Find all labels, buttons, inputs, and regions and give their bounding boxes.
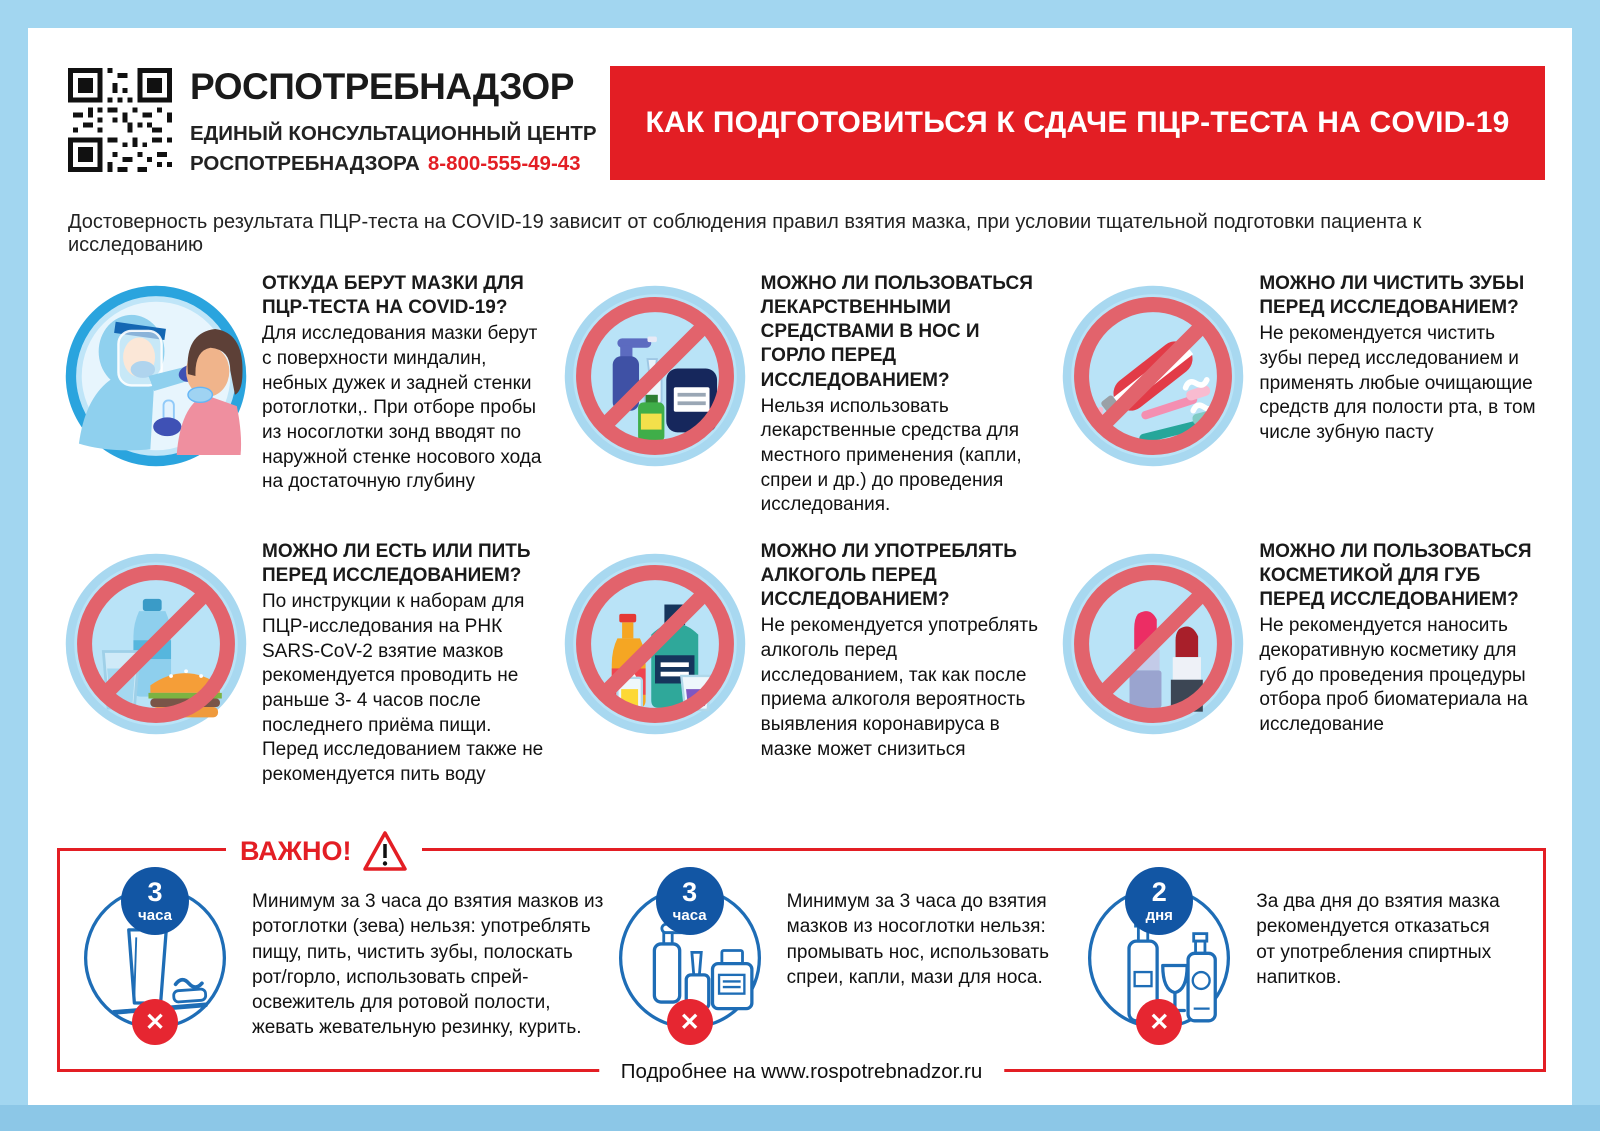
time-badge-unit: дня xyxy=(1145,907,1173,924)
more-info-url: Подробнее на www.rospotrebnadzor.ru xyxy=(598,1060,1005,1084)
important-label: ВАЖНО! xyxy=(226,829,422,873)
section-body: Для исследования мазки берут с поверхнос… xyxy=(262,323,542,493)
section-title: МОЖНО ЛИ ПОЛЬЗОВАТЬСЯ КОСМЕТИКОЙ ДЛЯ ГУБ… xyxy=(1259,541,1532,611)
section-no-alcohol: МОЖНО ЛИ УПОТРЕБЛЯТЬ АЛКОГОЛЬ ПЕРЕД ИССЛ… xyxy=(561,536,1050,788)
section-no-toothbrushing: МОЖНО ЛИ ЧИСТИТЬ ЗУБЫ ПЕРЕД ИССЛЕДОВАНИЕ… xyxy=(1059,268,1548,518)
important-word: ВАЖНО! xyxy=(240,835,352,866)
consultation-center-line2: РОСПОТРЕБНАДЗОРА 8-800-555-49-43 xyxy=(190,152,581,176)
no-oral-intake-icon: 3 часа ✕ xyxy=(80,867,230,1045)
section-text: МОЖНО ЛИ ЕСТЬ ИЛИ ПИТЬ ПЕРЕД ИССЛЕДОВАНИ… xyxy=(262,536,551,788)
section-text: МОЖНО ЛИ ПОЛЬЗОВАТЬСЯ КОСМЕТИКОЙ ДЛЯ ГУБ… xyxy=(1259,536,1548,788)
time-badge-value: 3 xyxy=(682,877,698,907)
important-item-oropharynx: 3 часа ✕ Минимум за 3 часа до взятия маз… xyxy=(80,867,615,1045)
title-banner: КАК ПОДГОТОВИТЬСЯ К СДАЧЕ ПЦР-ТЕСТА НА C… xyxy=(610,66,1545,180)
consultation-center-org: РОСПОТРЕБНАДЗОРА xyxy=(190,152,420,175)
time-badge: 3 часа xyxy=(655,867,724,935)
org-title: РОСПОТРЕБНАДЗОР xyxy=(190,66,574,107)
section-title: МОЖНО ЛИ ЧИСТИТЬ ЗУБЫ ПЕРЕД ИССЛЕДОВАНИЕ… xyxy=(1259,273,1525,319)
section-title: ОТКУДА БЕРУТ МАЗКИ ДЛЯ ПЦР-ТЕСТА НА COVI… xyxy=(262,273,524,319)
time-badge-value: 2 xyxy=(1151,877,1167,907)
important-item-text: За два дня до взятия мазка рекомендуется… xyxy=(1256,891,1500,988)
no-nose-treatment-icon: 3 часа ✕ xyxy=(615,867,765,1045)
section-text: ОТКУДА БЕРУТ МАЗКИ ДЛЯ ПЦР-ТЕСТА НА COVI… xyxy=(262,268,551,518)
prohibited-x-icon: ✕ xyxy=(1136,999,1183,1045)
section-body: Нельзя использовать лекарственные средст… xyxy=(760,395,1022,516)
important-items: 3 часа ✕ Минимум за 3 часа до взятия маз… xyxy=(60,851,1543,1045)
section-text: МОЖНО ЛИ ЧИСТИТЬ ЗУБЫ ПЕРЕД ИССЛЕДОВАНИЕ… xyxy=(1259,268,1548,518)
section-title: МОЖНО ЛИ УПОТРЕБЛЯТЬ АЛКОГОЛЬ ПЕРЕД ИССЛ… xyxy=(760,541,1017,611)
important-item-text: Минимум за 3 часа до взятия мазков из но… xyxy=(786,891,1050,988)
prohibited-x-icon: ✕ xyxy=(666,999,713,1045)
time-badge-unit: часа xyxy=(138,907,172,924)
no-lip-cosmetics-icon xyxy=(1059,550,1247,738)
qr-code xyxy=(68,68,172,172)
intro-text: Достоверность результата ПЦР-теста на CO… xyxy=(68,211,1422,256)
prohibited-x-icon: ✕ xyxy=(132,999,178,1045)
poster-title: КАК ПОДГОТОВИТЬСЯ К СДАЧЕ ПЦР-ТЕСТА НА C… xyxy=(645,106,1510,139)
no-food-drink-icon xyxy=(62,550,250,738)
time-badge-value: 3 xyxy=(147,877,163,907)
poster-card: РОСПОТРЕБНАДЗОР ЕДИНЫЙ КОНСУЛЬТАЦИОННЫЙ … xyxy=(28,28,1572,1105)
important-item-nasopharynx: 3 часа ✕ Минимум за 3 часа до взятия маз… xyxy=(615,867,1085,1045)
section-title: МОЖНО ЛИ ЕСТЬ ИЛИ ПИТЬ ПЕРЕД ИССЛЕДОВАНИ… xyxy=(262,541,531,587)
important-item-text: Минимум за 3 часа до взятия мазков из ро… xyxy=(252,891,604,1039)
section-body: Не рекомендуется употреблять алкоголь пе… xyxy=(760,615,1039,760)
no-nasal-throat-medicines-icon xyxy=(561,282,749,470)
no-toothbrushing-icon xyxy=(1059,282,1247,470)
bottom-blue-strip xyxy=(0,1105,1600,1131)
section-swab-source: ОТКУДА БЕРУТ МАЗКИ ДЛЯ ПЦР-ТЕСТА НА COVI… xyxy=(62,268,551,518)
section-no-lip-cosmetics: МОЖНО ЛИ ПОЛЬЗОВАТЬСЯ КОСМЕТИКОЙ ДЛЯ ГУБ… xyxy=(1059,536,1548,788)
no-alcohol-icon xyxy=(561,550,749,738)
time-badge: 2 дня xyxy=(1125,867,1194,935)
section-body: Не рекомендуется чистить зубы перед иссл… xyxy=(1259,323,1536,443)
sections-grid: ОТКУДА БЕРУТ МАЗКИ ДЛЯ ПЦР-ТЕСТА НА COVI… xyxy=(62,268,1548,788)
swab-collection-icon xyxy=(62,282,250,470)
time-badge: 3 часа xyxy=(121,867,189,935)
section-no-medicines: МОЖНО ЛИ ПОЛЬЗОВАТЬСЯ ЛЕКАРСТВЕННЫМИ СРЕ… xyxy=(561,268,1050,518)
important-item-alcohol: 2 дня ✕ За два дня до взятия мазка реком… xyxy=(1084,867,1518,1045)
section-title: МОЖНО ЛИ ПОЛЬЗОВАТЬСЯ ЛЕКАРСТВЕННЫМИ СРЕ… xyxy=(760,273,1033,391)
section-body: По инструкции к наборам для ПЦР-исследов… xyxy=(262,591,544,786)
important-box: ВАЖНО! xyxy=(57,829,1546,1084)
section-text: МОЖНО ЛИ УПОТРЕБЛЯТЬ АЛКОГОЛЬ ПЕРЕД ИССЛ… xyxy=(761,536,1050,788)
no-alcohol-bottles-icon: 2 дня ✕ xyxy=(1084,867,1234,1045)
consultation-center-line1: ЕДИНЫЙ КОНСУЛЬТАЦИОННЫЙ ЦЕНТР xyxy=(190,122,597,145)
time-badge-unit: часа xyxy=(672,907,707,924)
warning-triangle-icon xyxy=(362,831,407,871)
hotline-phone-number: 8-800-555-49-43 xyxy=(427,152,581,175)
section-no-food-drink: МОЖНО ЛИ ЕСТЬ ИЛИ ПИТЬ ПЕРЕД ИССЛЕДОВАНИ… xyxy=(62,536,551,788)
section-body: Не рекомендуется наносить декоративную к… xyxy=(1259,615,1528,736)
section-text: МОЖНО ЛИ ПОЛЬЗОВАТЬСЯ ЛЕКАРСТВЕННЫМИ СРЕ… xyxy=(761,268,1050,518)
